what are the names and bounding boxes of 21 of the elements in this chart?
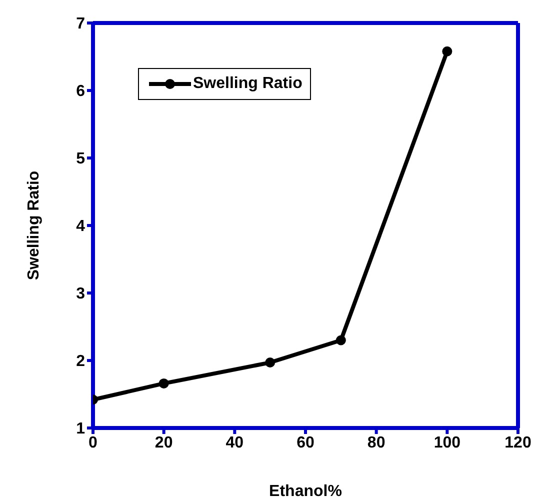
x-tick-label: 0 [88, 434, 98, 452]
x-axis-title: Ethanol% [269, 483, 342, 498]
y-tick-label: 1 [76, 420, 86, 438]
y-tick-label: 3 [76, 286, 86, 303]
point [442, 46, 452, 56]
x-tick-label: 80 [367, 434, 386, 452]
x-tick-label: 100 [434, 434, 461, 452]
point [265, 358, 276, 368]
legend-label: Swelling Ratio [193, 75, 302, 93]
x-tick-label: 60 [296, 434, 314, 452]
y-tick-label: 7 [76, 16, 86, 33]
y-tick-label: 2 [76, 353, 86, 370]
point [336, 335, 346, 346]
y-tick-label: 4 [76, 218, 86, 236]
x-tick-label: 40 [226, 434, 244, 452]
x-tick-label: 120 [504, 434, 532, 452]
x-tick-label: 20 [154, 434, 173, 452]
point [158, 378, 169, 388]
y-tick-label: 5 [76, 150, 86, 168]
y-tick-label: 6 [76, 83, 86, 100]
y-axis-title: Swelling Ratio [26, 170, 43, 280]
